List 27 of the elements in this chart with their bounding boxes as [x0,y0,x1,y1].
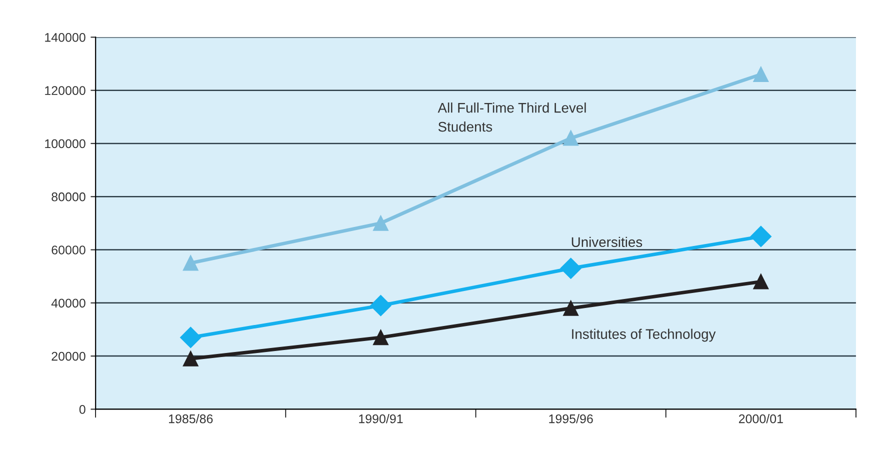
point [373,216,388,231]
point [753,274,769,290]
y-tick-label: 140000 [45,33,86,42]
point [183,255,198,271]
point [753,66,769,82]
y-tick-label: 120000 [45,86,86,95]
x-tick-label: 1990/91 [359,414,403,424]
point [750,226,772,247]
y-tick-label: 80000 [52,192,86,202]
y-tick-label: 60000 [52,246,86,254]
point [183,351,198,366]
y-tick-label: 0 [79,405,86,414]
series-label: Institutes of Technology [572,328,716,342]
x-tick-label: 2000/01 [738,414,783,424]
x-tick-label: 1985/86 [169,414,213,424]
y-tick-label: 20000 [52,352,86,361]
point [560,258,582,279]
x-tick-label: 1995/96 [549,414,593,424]
series-label: Universities [572,236,642,248]
point [180,326,202,348]
series-label: All Full-Time Third Level Students [438,102,586,132]
y-tick-label: 100000 [45,139,86,148]
point [563,300,578,316]
y-tick-label: 40000 [51,298,86,308]
point [373,330,388,346]
point [370,295,392,316]
point [563,130,578,146]
